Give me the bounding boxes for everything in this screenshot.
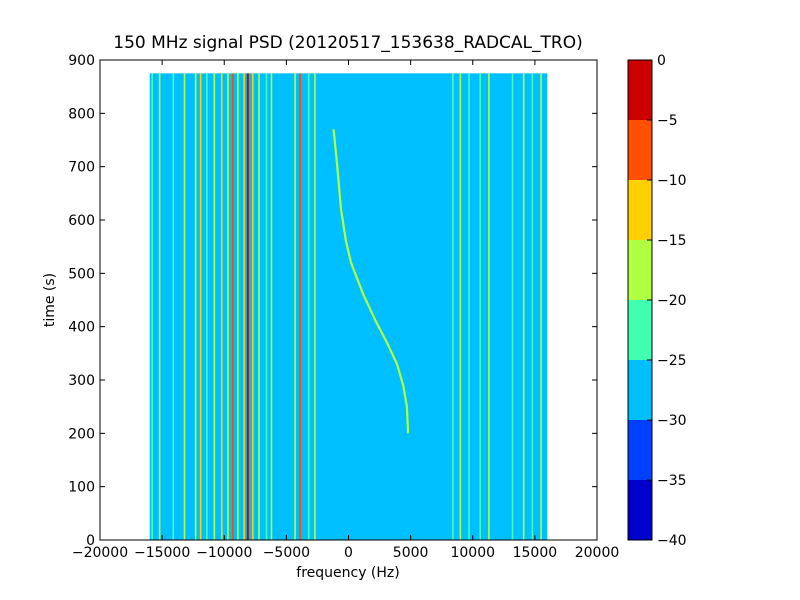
colorbar-tick-label: −15 bbox=[657, 233, 687, 249]
spectrogram-background bbox=[149, 73, 548, 540]
y-tick-label: 700 bbox=[68, 160, 95, 176]
x-tick-label: −20000 bbox=[72, 545, 128, 561]
y-axis-label: time (s) bbox=[42, 273, 58, 327]
x-tick-label: 5000 bbox=[393, 545, 429, 561]
colorbar-segment bbox=[628, 420, 652, 480]
x-axis-label: frequency (Hz) bbox=[296, 565, 399, 581]
x-tick-label: 20000 bbox=[575, 545, 620, 561]
colorbar-tick-label: −10 bbox=[657, 173, 687, 189]
colorbar-tick-label: −5 bbox=[657, 113, 678, 129]
x-axis-ticks: −20000 −15000 −10000 −5000 0 5000 10000 15000 20… bbox=[72, 60, 619, 561]
colorbar: −40 −35 −30 −25 −20 −15 −10 −5 0 bbox=[627, 53, 687, 549]
y-tick-label: 400 bbox=[68, 320, 95, 336]
plot-area bbox=[149, 73, 548, 540]
colorbar-segment bbox=[628, 180, 652, 240]
colorbar-tick-label: −30 bbox=[657, 413, 687, 429]
y-tick-label: 600 bbox=[68, 213, 95, 229]
x-tick-label: 10000 bbox=[450, 545, 495, 561]
y-tick-label: 200 bbox=[68, 426, 95, 442]
colorbar-tick-label: 0 bbox=[657, 53, 666, 69]
colorbar-segment bbox=[628, 360, 652, 420]
chart-title: 150 MHz signal PSD (20120517_153638_RADC… bbox=[113, 33, 582, 53]
colorbar-tick-label: −20 bbox=[657, 293, 687, 309]
colorbar-tick-label: −40 bbox=[657, 533, 687, 549]
colorbar-segment bbox=[628, 240, 652, 300]
colorbar-tick-label: −25 bbox=[657, 353, 687, 369]
x-tick-label: −15000 bbox=[134, 545, 190, 561]
signal-lines bbox=[151, 73, 542, 540]
colorbar-segment bbox=[628, 300, 652, 360]
y-tick-label: 900 bbox=[68, 53, 95, 69]
drifting-signal bbox=[332, 129, 410, 434]
colorbar-tick-label: −35 bbox=[657, 473, 687, 489]
y-tick-label: 500 bbox=[68, 266, 95, 282]
colorbar-segment bbox=[628, 120, 652, 180]
x-tick-label: −5000 bbox=[263, 545, 310, 561]
x-tick-label: 0 bbox=[344, 545, 353, 561]
x-tick-label: 15000 bbox=[513, 545, 558, 561]
y-axis-ticks: 0 100 200 300 400 500 600 700 800 900 bbox=[68, 53, 597, 549]
y-tick-label: 300 bbox=[68, 373, 95, 389]
y-tick-label: 800 bbox=[68, 106, 95, 122]
colorbar-segment bbox=[628, 480, 652, 540]
colorbar-segment bbox=[628, 60, 652, 120]
x-tick-label: −10000 bbox=[196, 545, 252, 561]
y-tick-label: 100 bbox=[68, 480, 95, 496]
y-tick-label: 0 bbox=[86, 533, 95, 549]
